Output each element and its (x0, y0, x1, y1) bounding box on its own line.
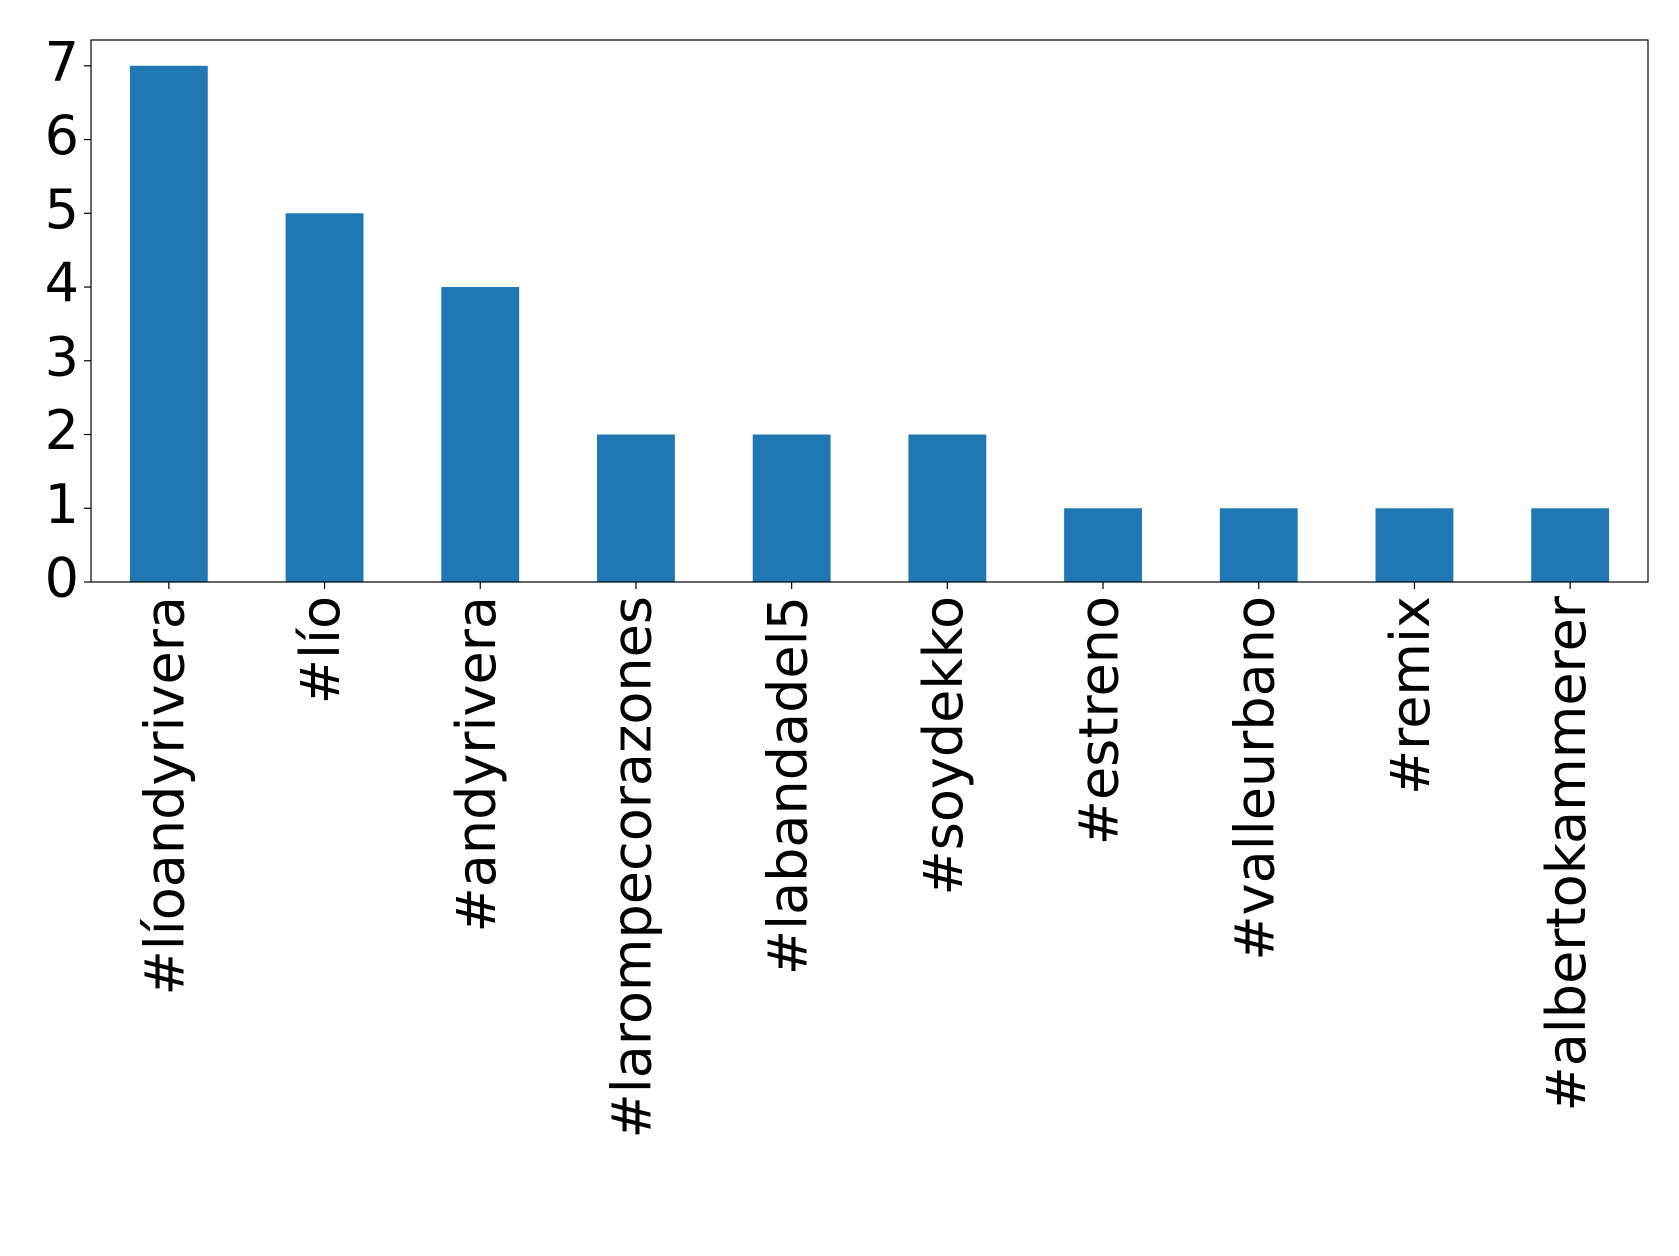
x-tick-label: #líoandyrivera (133, 596, 196, 996)
axes-frame (90, 39, 1649, 583)
bar (285, 213, 364, 582)
bar (1375, 508, 1454, 582)
x-tick-label: #andyrivera (445, 596, 508, 932)
bar (129, 65, 208, 583)
y-tick-label: 4 (45, 252, 79, 315)
x-tick-label: #estreno (1068, 596, 1131, 845)
bar (1064, 508, 1142, 582)
bar (597, 434, 675, 582)
bar (908, 434, 987, 582)
bar (752, 434, 831, 582)
x-tick-label: #labandadel5 (756, 596, 819, 975)
x-tick-label: #valleurbano (1223, 596, 1286, 961)
y-tick-label: 2 (45, 399, 79, 462)
y-tick-label: 1 (45, 473, 79, 536)
x-tick-label: #lío (289, 596, 352, 704)
y-tick-label: 0 (45, 547, 79, 610)
x-tick-label: #soydekko (912, 596, 975, 896)
y-tick-label: 6 (45, 104, 79, 167)
y-tick-label: 7 (45, 30, 79, 93)
x-tick-label: #remix (1379, 596, 1442, 795)
y-tick-label: 3 (45, 325, 79, 388)
x-tick-label: #larompecorazones (601, 596, 664, 1138)
y-tick-label: 5 (45, 178, 79, 241)
bar (1219, 508, 1298, 582)
bar (441, 287, 520, 582)
x-tick-label: #albertokammerer (1535, 595, 1598, 1111)
bar (1531, 508, 1610, 582)
